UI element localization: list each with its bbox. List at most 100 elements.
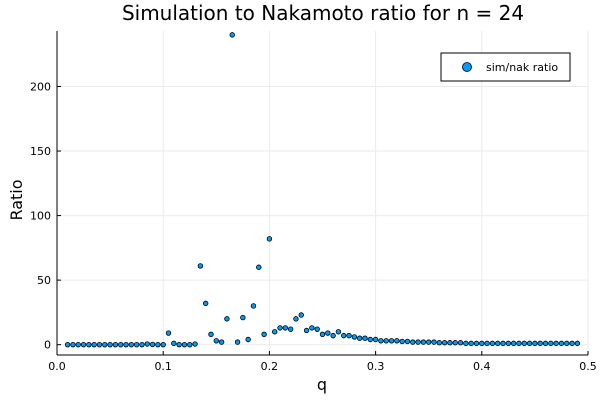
y-tick-label: 200 — [30, 81, 51, 94]
data-point — [197, 263, 204, 269]
data-point — [479, 340, 485, 347]
y-tick-label: 100 — [30, 210, 51, 223]
data-point — [319, 331, 326, 338]
tick-labels: 0.0 0.1 0.2 0.3 0.4 0.5 0 50 100 150 200 — [30, 81, 597, 373]
legend: sim/nak ratio — [440, 52, 571, 82]
data-point — [558, 340, 565, 347]
data-point — [287, 326, 294, 332]
data-point — [516, 340, 522, 347]
data-point — [542, 340, 549, 347]
data-point — [372, 336, 379, 343]
chart-title: Simulation to Nakamoto ratio for n = 24 — [122, 1, 524, 25]
data-point — [452, 340, 458, 346]
data-point — [171, 340, 177, 347]
data-point — [489, 340, 496, 347]
data-point — [256, 264, 262, 270]
data-point — [441, 340, 448, 346]
x-tick-label: 0.1 — [154, 360, 172, 373]
data-point — [495, 340, 501, 347]
data-point — [208, 331, 214, 338]
data-point — [160, 341, 166, 348]
data-point — [309, 325, 315, 331]
data-point — [330, 332, 336, 339]
data-point — [91, 341, 97, 348]
data-point — [526, 340, 533, 347]
data-point — [75, 341, 81, 348]
data-point — [139, 341, 145, 348]
data-point — [149, 341, 156, 348]
data-point — [213, 338, 219, 344]
data-point — [218, 339, 225, 345]
data-point — [229, 32, 235, 38]
data-point — [261, 331, 267, 338]
data-point — [266, 236, 273, 242]
data-point — [553, 340, 559, 347]
data-point — [484, 340, 490, 347]
data-point — [457, 340, 464, 346]
data-point — [96, 341, 103, 348]
data-point — [404, 338, 411, 345]
data-point — [468, 340, 474, 347]
data-point — [510, 340, 517, 347]
data-point — [102, 341, 108, 348]
data-point — [144, 341, 150, 347]
data-point — [505, 340, 512, 347]
x-tick-label: 0.4 — [473, 360, 491, 373]
x-axis-label: q — [317, 375, 327, 394]
data-point — [415, 339, 421, 345]
data-point — [521, 340, 527, 347]
data-point — [346, 332, 352, 339]
data-point — [282, 325, 289, 331]
data-point — [192, 341, 198, 347]
data-point — [394, 338, 400, 344]
data-point — [64, 341, 71, 348]
data-point — [537, 340, 543, 347]
data-point — [176, 341, 182, 348]
x-tick-label: 0.3 — [367, 360, 385, 373]
data-point — [155, 341, 161, 348]
data-point — [335, 329, 342, 335]
data-point — [500, 340, 506, 347]
data-point — [181, 341, 188, 348]
data-point — [86, 341, 92, 348]
data-point — [426, 339, 432, 345]
data-point — [202, 300, 209, 307]
legend-label: sim/nak ratio — [486, 61, 558, 74]
data-point — [293, 316, 299, 322]
data-point — [447, 340, 453, 346]
data-point — [532, 340, 538, 347]
data-point — [314, 326, 320, 332]
data-point — [463, 340, 469, 347]
data-point — [133, 341, 140, 348]
data-point — [362, 335, 368, 341]
data-point — [277, 325, 283, 331]
data-point — [250, 303, 257, 309]
data-point — [569, 340, 575, 347]
data-point — [272, 329, 278, 335]
x-tick-label: 0.2 — [261, 360, 279, 373]
data-point — [298, 312, 304, 318]
data-point — [123, 341, 129, 348]
y-tick-label: 0 — [44, 339, 51, 352]
data-point — [548, 340, 554, 347]
y-tick-label: 50 — [37, 274, 51, 287]
data-point — [564, 340, 570, 347]
data-point — [80, 341, 87, 348]
data-point — [128, 341, 135, 348]
y-axis-label: Ratio — [7, 179, 26, 220]
data-points — [64, 32, 581, 348]
data-point — [378, 338, 384, 344]
y-tick-label: 150 — [30, 145, 51, 158]
data-point — [420, 339, 427, 345]
x-tick-label: 0.5 — [579, 360, 597, 373]
data-point — [431, 339, 437, 345]
data-point — [107, 341, 113, 348]
data-point — [240, 314, 246, 321]
data-point — [367, 336, 373, 343]
x-tick-label: 0.0 — [48, 360, 66, 373]
data-point — [410, 339, 416, 345]
data-point — [325, 330, 331, 336]
data-point — [112, 341, 119, 348]
data-point — [187, 341, 193, 348]
